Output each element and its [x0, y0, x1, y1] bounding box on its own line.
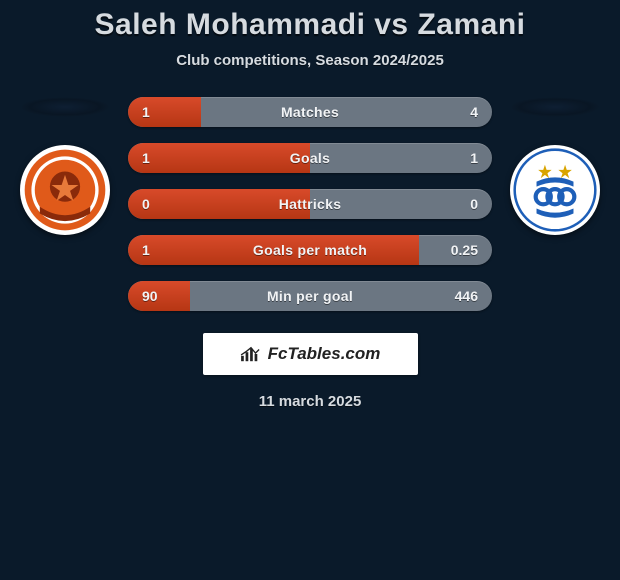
main-row: 1 Matches 4 1 Goals 1 0 Hattricks 0 1 Goals per ma…	[0, 97, 620, 311]
comparison-card: Saleh Mohammadi vs Zamani Club competiti…	[0, 0, 620, 410]
stat-row: 1 Goals per match 0.25	[128, 235, 492, 265]
stat-left-value: 1	[142, 104, 150, 120]
club-crest-right-icon	[513, 148, 597, 232]
player-left-col	[10, 97, 120, 235]
player-right-col	[500, 97, 610, 235]
stat-right-value: 0.25	[451, 242, 478, 258]
stat-inner: 0 Hattricks 0	[128, 189, 492, 219]
player-shadow-left	[20, 97, 110, 117]
stat-inner: 90 Min per goal 446	[128, 281, 492, 311]
stat-left-value: 1	[142, 150, 150, 166]
stat-inner: 1 Goals per match 0.25	[128, 235, 492, 265]
stats-column: 1 Matches 4 1 Goals 1 0 Hattricks 0 1 Goals per ma…	[120, 97, 500, 311]
stat-left-value: 0	[142, 196, 150, 212]
stat-label: Matches	[281, 104, 339, 120]
brand-text: FcTables.com	[268, 344, 381, 364]
bar-chart-icon	[240, 345, 262, 363]
stat-row: 1 Matches 4	[128, 97, 492, 127]
stat-label: Hattricks	[279, 196, 342, 212]
page-title: Saleh Mohammadi vs Zamani	[0, 8, 620, 42]
stat-right-value: 446	[455, 288, 478, 304]
stat-inner: 1 Matches 4	[128, 97, 492, 127]
stat-label: Goals	[290, 150, 330, 166]
subtitle: Club competitions, Season 2024/2025	[0, 52, 620, 69]
stat-row: 1 Goals 1	[128, 143, 492, 173]
stat-right-value: 0	[470, 196, 478, 212]
date-label: 11 march 2025	[0, 393, 620, 410]
club-badge-right	[510, 145, 600, 235]
stat-right-value: 4	[470, 104, 478, 120]
stat-inner: 1 Goals 1	[128, 143, 492, 173]
club-crest-left-icon	[23, 148, 107, 232]
stat-label: Goals per match	[253, 242, 367, 258]
stat-row: 0 Hattricks 0	[128, 189, 492, 219]
stat-row: 90 Min per goal 446	[128, 281, 492, 311]
brand-watermark: FcTables.com	[203, 333, 418, 375]
stat-right-value: 1	[470, 150, 478, 166]
club-badge-left	[20, 145, 110, 235]
player-shadow-right	[510, 97, 600, 117]
stat-left-value: 90	[142, 288, 158, 304]
stat-left-value: 1	[142, 242, 150, 258]
stat-label: Min per goal	[267, 288, 353, 304]
